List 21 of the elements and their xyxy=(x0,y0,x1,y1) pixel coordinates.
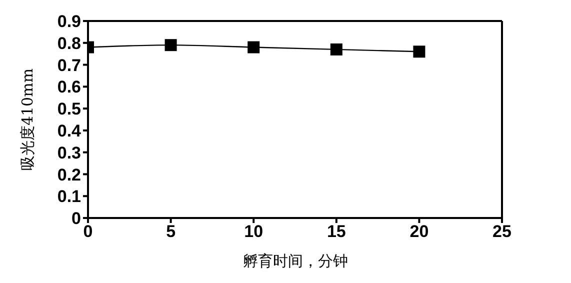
y-tick-label: 0.5 xyxy=(57,100,81,119)
y-tick-label: 0.8 xyxy=(57,34,81,53)
y-tick-label: 0 xyxy=(72,209,81,228)
point xyxy=(330,43,342,56)
y-axis-title: 吸光度410mm xyxy=(18,68,38,170)
point xyxy=(248,41,260,54)
x-tick-label: 5 xyxy=(166,222,176,242)
x-tick-label: 10 xyxy=(244,222,264,242)
x-axis-title: 孵育时间，分钟 xyxy=(242,252,349,271)
x-tick-label: 20 xyxy=(410,222,429,242)
point xyxy=(164,39,177,52)
y-tick-label: 0.4 xyxy=(57,121,82,140)
x-tick-label: 25 xyxy=(492,222,512,242)
y-tick-label: 0.7 xyxy=(57,56,81,75)
point xyxy=(413,46,426,58)
x-tick-label: 15 xyxy=(326,222,346,242)
y-tick-label: 0.3 xyxy=(57,143,81,162)
y-tick-label: 0.6 xyxy=(57,78,81,97)
y-tick-label: 0.9 xyxy=(57,12,81,32)
y-tick-label: 0.2 xyxy=(57,165,81,184)
y-tick-label: 0.1 xyxy=(57,187,81,206)
